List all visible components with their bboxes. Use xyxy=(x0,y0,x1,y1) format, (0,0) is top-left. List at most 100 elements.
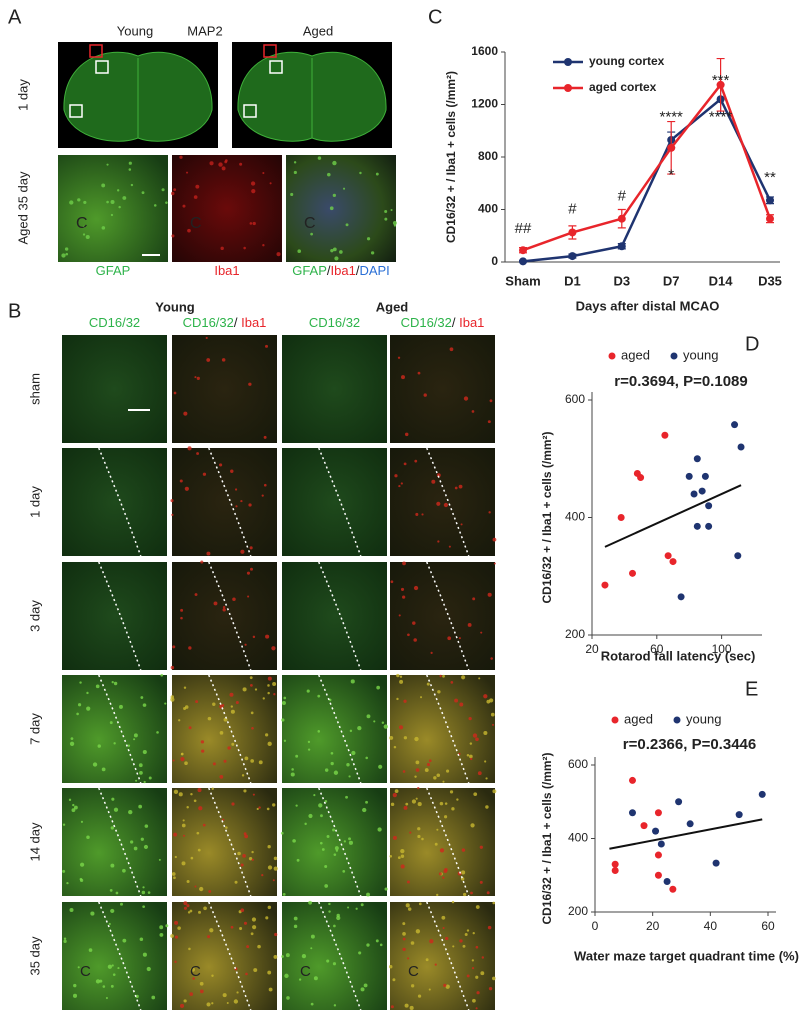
texture xyxy=(234,880,238,884)
chart-title: r=0.2366, P=0.3446 xyxy=(623,736,756,753)
point xyxy=(568,228,577,237)
core-mark: C xyxy=(80,963,91,980)
texture xyxy=(330,248,334,253)
texture xyxy=(193,195,198,199)
point xyxy=(669,558,677,566)
texture xyxy=(77,198,81,202)
texture xyxy=(407,957,410,960)
texture xyxy=(76,712,79,716)
legend-label: aged xyxy=(621,347,650,362)
texture xyxy=(458,484,463,489)
texture xyxy=(92,762,98,767)
micrograph xyxy=(172,562,277,670)
texture xyxy=(271,646,276,651)
texture xyxy=(160,673,164,677)
texture xyxy=(406,880,410,884)
texture xyxy=(208,889,212,893)
point xyxy=(652,827,660,835)
texture xyxy=(466,929,470,932)
texture xyxy=(480,631,483,634)
point xyxy=(667,143,676,152)
boundary-line xyxy=(426,787,470,897)
texture xyxy=(383,724,388,729)
texture xyxy=(454,698,459,703)
texture xyxy=(73,983,77,988)
texture xyxy=(414,775,417,778)
texture xyxy=(485,805,489,809)
texture xyxy=(230,469,234,473)
texture xyxy=(173,876,176,880)
point xyxy=(735,811,743,819)
trendline xyxy=(604,484,742,548)
column-label: CD16/32 xyxy=(309,315,360,330)
x-axis-title: Days after distal MCAO xyxy=(576,298,720,313)
texture xyxy=(265,733,269,737)
texture xyxy=(324,768,329,772)
texture xyxy=(120,902,123,906)
texture xyxy=(381,721,385,724)
texture xyxy=(402,595,406,599)
texture xyxy=(343,187,346,190)
point xyxy=(519,246,527,255)
texture xyxy=(475,975,479,979)
boundary-line xyxy=(426,901,470,1011)
texture xyxy=(110,908,115,914)
texture xyxy=(405,903,410,908)
texture xyxy=(461,848,466,852)
texture xyxy=(192,977,195,980)
texture xyxy=(234,488,238,491)
texture xyxy=(348,840,353,845)
micrograph xyxy=(282,335,387,443)
texture xyxy=(273,856,278,861)
texture xyxy=(274,932,278,937)
texture xyxy=(469,754,473,759)
label-part: GFAP xyxy=(96,263,131,278)
texture xyxy=(148,776,152,780)
texture xyxy=(79,862,85,867)
texture xyxy=(146,966,151,972)
legend-swatch xyxy=(673,716,681,724)
texture xyxy=(282,893,286,896)
texture xyxy=(110,984,114,988)
point xyxy=(731,421,739,429)
texture xyxy=(473,792,478,797)
texture xyxy=(122,938,127,943)
boundary-line xyxy=(98,787,142,897)
point xyxy=(654,871,662,879)
texture xyxy=(267,691,270,695)
texture xyxy=(359,171,362,175)
texture xyxy=(379,943,383,947)
texture xyxy=(404,432,409,437)
texture xyxy=(345,795,348,799)
core-mark: C xyxy=(76,215,88,232)
texture xyxy=(308,813,313,819)
micrograph xyxy=(390,675,495,783)
texture xyxy=(170,934,174,938)
texture xyxy=(472,733,478,738)
texture xyxy=(290,192,294,197)
texture xyxy=(249,676,253,680)
point xyxy=(693,455,701,463)
point xyxy=(685,472,693,480)
texture xyxy=(320,814,323,818)
texture xyxy=(237,851,241,856)
texture xyxy=(62,869,66,873)
texture xyxy=(324,884,329,888)
texture xyxy=(212,762,216,766)
texture xyxy=(486,699,491,704)
texture xyxy=(462,892,467,897)
texture xyxy=(226,1002,229,1005)
texture xyxy=(248,382,252,386)
micrograph xyxy=(282,448,387,556)
point xyxy=(712,859,720,867)
texture xyxy=(262,244,265,247)
texture xyxy=(472,931,475,935)
texture xyxy=(239,927,243,931)
texture xyxy=(171,872,176,876)
texture xyxy=(186,879,190,883)
texture xyxy=(479,880,483,884)
legend-swatch xyxy=(670,352,678,360)
texture xyxy=(310,947,313,950)
texture xyxy=(246,945,250,949)
roi-box xyxy=(95,60,109,74)
